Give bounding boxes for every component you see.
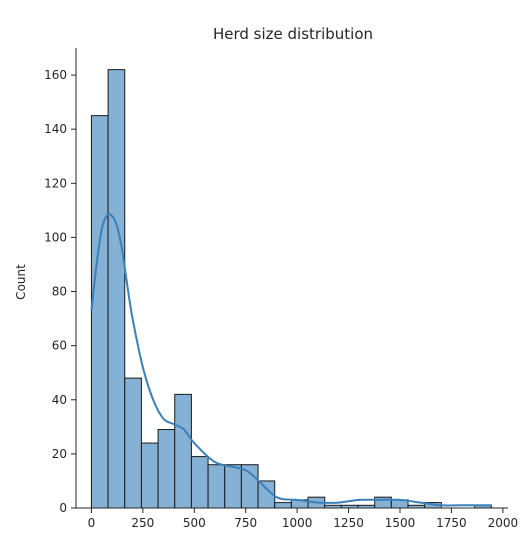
x-tick-label: 500 xyxy=(183,516,206,530)
y-axis-title: Count xyxy=(14,264,28,300)
histogram-bar xyxy=(190,456,209,509)
y-tick-label: 60 xyxy=(52,339,67,353)
x-tick-label: 1750 xyxy=(436,516,467,530)
x-tick-label: 2000 xyxy=(488,516,519,530)
x-tick-label: 750 xyxy=(234,516,257,530)
histogram-bar xyxy=(240,464,259,509)
x-tick-label: 1500 xyxy=(385,516,416,530)
x-axis-ticks: 0 250 500 750 1000 1250 1500 1750 2000 xyxy=(88,508,519,530)
y-axis-ticks: 0 20 40 60 80 100 120 140 160 xyxy=(44,68,76,515)
histogram-bar xyxy=(274,502,292,509)
x-tick-label: 0 xyxy=(88,516,96,530)
chart-title: Herd size distribution xyxy=(213,25,373,43)
histogram-bar xyxy=(124,377,142,509)
histogram-bar xyxy=(157,429,176,509)
y-tick-label: 0 xyxy=(59,501,67,515)
x-tick-label: 250 xyxy=(131,516,154,530)
y-tick-label: 80 xyxy=(52,285,67,299)
histogram-bar xyxy=(140,442,159,509)
y-tick-label: 40 xyxy=(52,393,67,407)
x-tick-label: 1000 xyxy=(282,516,313,530)
histogram-bar xyxy=(107,69,126,509)
histogram-bar xyxy=(224,464,242,509)
x-tick-label: 1250 xyxy=(333,516,364,530)
y-tick-label: 140 xyxy=(44,122,67,136)
y-tick-label: 20 xyxy=(52,447,67,461)
histogram-bars xyxy=(90,69,492,509)
histogram-bar xyxy=(207,464,226,509)
histogram-bar xyxy=(90,115,109,509)
y-tick-label: 160 xyxy=(44,68,67,82)
kde-curve xyxy=(90,213,492,507)
y-tick-label: 120 xyxy=(44,176,67,190)
histogram-bar xyxy=(174,393,192,509)
y-tick-label: 100 xyxy=(44,230,67,244)
